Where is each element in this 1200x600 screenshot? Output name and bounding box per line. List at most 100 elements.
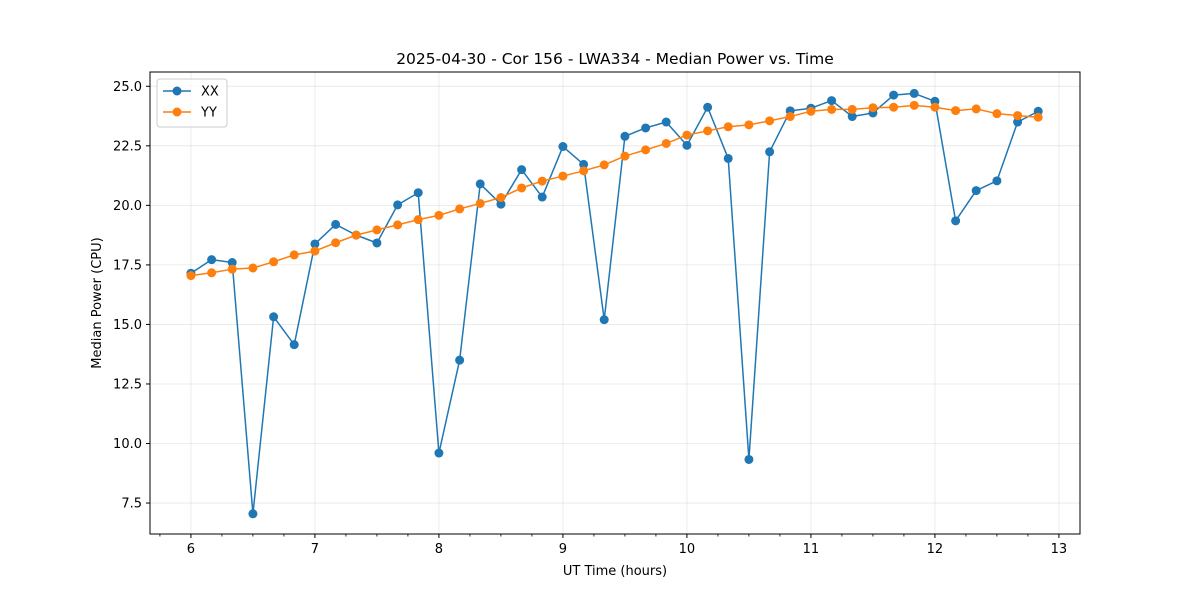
data-point-xx [496,199,506,209]
data-point-yy [227,264,237,274]
series-xx [186,88,1043,519]
data-point-yy [971,104,981,114]
data-point-xx [248,509,258,519]
data-point-xx [475,179,485,189]
data-point-xx [455,355,465,365]
data-point-xx [971,186,981,196]
data-point-yy [992,109,1002,119]
data-point-yy [847,104,857,114]
data-point-yy [289,250,299,260]
data-point-xx [269,312,279,322]
data-point-yy [930,102,940,112]
y-tick-label: 12.5 [113,377,142,392]
data-point-xx [951,216,961,226]
data-point-yy [186,271,196,281]
chart-title: 2025-04-30 - Cor 156 - LWA334 - Median P… [396,50,834,68]
data-point-yy [1033,112,1043,122]
x-tick-label: 10 [679,542,696,557]
data-point-yy [889,102,899,112]
data-point-yy [372,225,382,235]
data-point-yy [248,263,258,273]
legend-marker [172,86,182,96]
data-point-xx [620,131,630,141]
data-point-yy [351,230,361,240]
x-tick-label: 11 [803,542,820,557]
data-point-xx [992,176,1002,186]
x-tick-label: 6 [187,542,195,557]
data-point-yy [455,204,465,214]
data-point-yy [806,106,816,116]
data-point-yy [393,220,403,230]
data-point-yy [641,145,651,155]
legend-marker [172,107,182,117]
data-point-yy [744,120,754,130]
x-tick-label: 9 [559,542,567,557]
data-point-xx [827,96,837,106]
data-point-xx [889,90,899,100]
legend-label: YY [200,106,217,121]
data-point-xx [413,188,423,198]
data-point-xx [207,255,217,265]
data-point-xx [723,153,733,163]
data-point-yy [579,166,589,176]
data-point-xx [537,192,547,202]
grid [150,72,1080,534]
y-tick-label: 22.5 [113,139,142,154]
data-point-yy [207,268,217,278]
data-point-yy [951,106,961,116]
x-tick-label: 13 [1051,542,1068,557]
data-point-yy [434,210,444,220]
data-point-xx [227,258,237,268]
data-point-xx [434,448,444,458]
data-point-xx [909,88,919,98]
data-point-xx [310,239,320,249]
legend: XX YY [156,78,228,128]
x-tick-label: 12 [927,542,944,557]
data-point-xx [1013,117,1023,127]
x-axis-title: UT Time (hours) [563,564,667,579]
data-point-yy [331,238,341,248]
data-point-yy [765,116,775,126]
data-point-yy [827,104,837,114]
y-axis-title: Median Power (CPU) [90,237,105,368]
data-point-yy [703,126,713,136]
data-point-xx [703,102,713,112]
legend-label: XX [201,85,219,100]
data-point-yy [269,257,279,267]
data-point-yy [413,215,423,225]
data-point-xx [599,315,609,325]
data-point-yy [868,103,878,113]
data-point-xx [393,200,403,210]
data-point-yy [661,138,671,148]
x-tick-label: 8 [435,542,443,557]
y-tick-label: 25.0 [113,80,142,95]
data-point-xx [641,123,651,133]
data-point-yy [475,198,485,208]
data-point-yy [558,171,568,181]
data-point-xx [682,140,692,150]
data-point-xx [372,238,382,248]
data-point-xx [331,219,341,229]
data-point-yy [496,193,506,203]
legend-item-yy: YY [163,106,217,121]
ticks: 6 7 8 9 10 11 12 13 7.5 10.0 12.5 15.0 17.5 20.0 22.5 2… [113,80,1067,557]
data-point-xx [661,117,671,127]
series-layer [186,88,1043,519]
axes-frame [149,71,1081,535]
y-tick-label: 17.5 [113,258,142,273]
data-point-yy [1013,111,1023,121]
data-point-yy [682,130,692,140]
y-tick-label: 7.5 [121,497,142,512]
data-point-xx [744,454,754,464]
data-point-yy [723,122,733,132]
data-point-yy [599,160,609,170]
data-point-xx [847,112,857,122]
data-point-yy [909,100,919,110]
series-yy [186,100,1043,281]
y-tick-label: 10.0 [113,437,142,452]
data-point-xx [765,147,775,157]
data-point-yy [537,176,547,186]
data-point-xx [517,165,527,175]
data-point-yy [785,112,795,122]
